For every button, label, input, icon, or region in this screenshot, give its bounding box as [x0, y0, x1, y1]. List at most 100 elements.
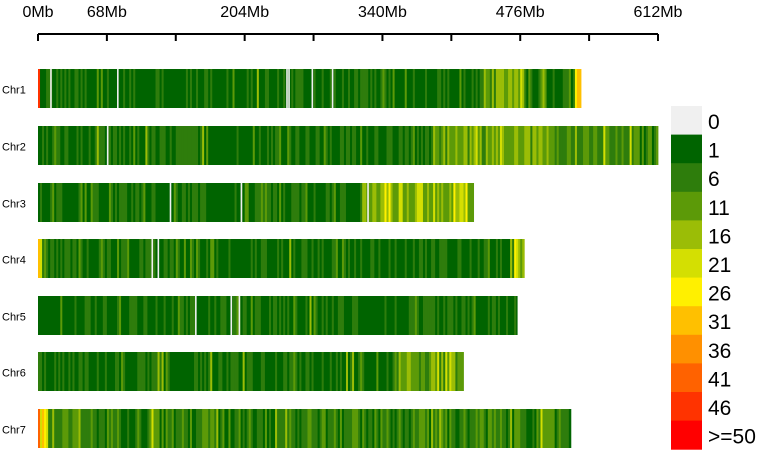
density-bin [524, 409, 527, 448]
density-bin [246, 239, 250, 278]
density-bin [427, 296, 430, 335]
density-bin [394, 126, 398, 165]
density-bin [374, 409, 377, 448]
density-bin [315, 183, 319, 222]
density-bin [84, 409, 88, 448]
density-bin [189, 296, 193, 335]
density-bin [161, 296, 165, 335]
density-bin [76, 352, 79, 391]
density-bin [238, 69, 242, 108]
density-bin [78, 409, 81, 448]
density-bin [382, 69, 385, 108]
density-bin [268, 296, 272, 335]
density-bin [56, 352, 59, 391]
density-bin [277, 183, 280, 222]
density-bin [394, 352, 398, 391]
density-bin [540, 126, 543, 165]
density-bin [196, 409, 199, 448]
density-bin [96, 409, 100, 448]
density-bin [66, 126, 69, 165]
density-bin [485, 296, 489, 335]
density-bin [437, 409, 440, 448]
density-bin [301, 296, 304, 335]
density-bin [252, 352, 256, 391]
density-bin [40, 352, 43, 391]
density-bin [236, 126, 239, 165]
density-bin [327, 69, 331, 108]
density-bin [295, 126, 298, 165]
density-bin [378, 239, 381, 278]
density-bin [370, 296, 373, 335]
density-bin [114, 352, 118, 391]
density-bin [268, 69, 272, 108]
density-bin [343, 409, 347, 448]
density-bin [352, 352, 355, 391]
density-bin [155, 239, 158, 278]
density-bin [323, 183, 327, 222]
density-bin [169, 409, 173, 448]
density-bin [311, 352, 314, 391]
density-bin [196, 183, 199, 222]
density-bin [311, 409, 314, 448]
density-bin [70, 409, 73, 448]
density-bin [499, 296, 503, 335]
density-bin [129, 239, 132, 278]
density-bin [473, 239, 477, 278]
density-bin [546, 126, 549, 165]
density-bin [185, 296, 189, 335]
density-bin [135, 239, 138, 278]
density-bin [271, 239, 274, 278]
density-bin [183, 409, 187, 448]
density-bin [52, 409, 55, 448]
density-bin [110, 69, 114, 108]
density-bin [273, 69, 276, 108]
density-bin [362, 352, 365, 391]
density-bin [104, 239, 108, 278]
density-bin [271, 296, 274, 335]
density-bin [307, 126, 310, 165]
density-bin [262, 126, 266, 165]
density-bin [453, 183, 456, 222]
density-bin [443, 239, 446, 278]
density-bin [226, 183, 229, 222]
density-bin [560, 126, 564, 165]
density-bin [54, 69, 57, 108]
density-bin [246, 352, 250, 391]
density-bin [204, 126, 207, 165]
density-bin [106, 409, 110, 448]
density-bin [384, 183, 387, 222]
density-bin [453, 69, 456, 108]
density-bin [307, 69, 310, 108]
density-bin [335, 69, 339, 108]
density-bin [431, 352, 434, 391]
density-bin [165, 409, 169, 448]
density-bin [491, 409, 495, 448]
density-bin [183, 239, 187, 278]
density-bin [313, 126, 316, 165]
density-bin [271, 183, 274, 222]
density-bin [92, 296, 96, 335]
density-bin [386, 126, 389, 165]
density-bin [222, 239, 225, 278]
density-bin [655, 126, 659, 165]
density-bin [171, 239, 175, 278]
density-bin [181, 296, 185, 335]
density-bin [335, 409, 339, 448]
density-bin [299, 69, 302, 108]
density-bin [264, 352, 268, 391]
density-bin [264, 409, 268, 448]
density-bin [439, 352, 442, 391]
density-bin [504, 126, 507, 165]
density-bin [78, 69, 81, 108]
density-bin [84, 183, 88, 222]
density-bin [129, 296, 132, 335]
density-bin [345, 239, 349, 278]
density-bin [315, 409, 319, 448]
density-bin [508, 409, 511, 448]
density-bin [394, 183, 398, 222]
density-bin [382, 126, 385, 165]
density-bin [220, 126, 223, 165]
density-bin [260, 183, 264, 222]
density-bin [471, 296, 475, 335]
density-bin [508, 126, 511, 165]
